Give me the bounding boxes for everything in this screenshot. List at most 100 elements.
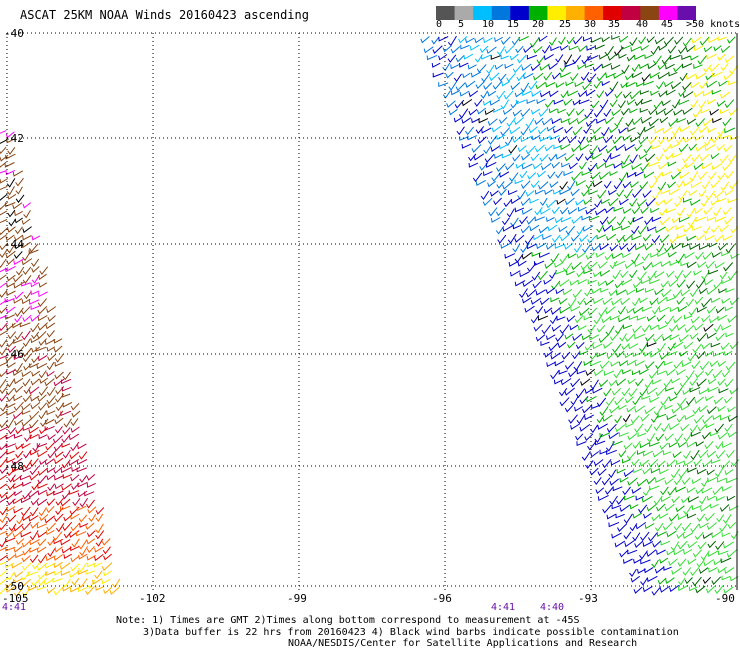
wind-barb [597,423,608,430]
wind-barb [543,350,554,358]
wind-barb [570,423,580,430]
wind-barb [509,172,519,182]
wind-barb [52,577,63,583]
wind-barb [528,126,538,134]
wind-barb [634,405,646,413]
wind-barb [531,90,542,97]
wind-barb [695,72,707,80]
wind-barb [13,507,23,514]
wind-barb [22,275,32,284]
wind-barb [715,441,724,450]
wind-barb [600,198,610,205]
wind-barb [655,108,667,116]
wind-barb [86,530,96,538]
wind-barb [638,36,647,45]
wind-barb [613,162,623,169]
wind-barb [670,377,680,384]
wind-barb [54,451,64,458]
wind-barb [663,379,672,388]
wind-barb [643,80,654,86]
wind-barb [69,506,80,516]
wind-barb [691,36,702,44]
wind-barb [69,513,80,520]
wind-barb [632,351,643,358]
wind-barb [575,199,585,206]
wind-barb [567,298,577,308]
wind-barb [625,73,635,81]
wind-barb [521,208,533,215]
wind-barb [14,419,24,426]
wind-barb [555,54,564,63]
wind-barb [560,90,569,99]
wind-barb [46,386,56,397]
wind-barb [61,392,71,398]
wind-barb [565,81,574,87]
wind-barb [450,64,460,70]
wind-barb [683,225,693,233]
wind-barb [19,322,31,328]
wind-barb [593,297,604,305]
wind-barb [15,553,24,559]
wind-barb [576,270,585,278]
wind-barb [612,440,623,446]
wind-barb [707,386,719,393]
wind-barb [713,45,722,52]
wind-barb [706,216,716,222]
wind-barb [596,224,604,233]
wind-barb [535,144,545,153]
wind-barb [46,371,55,377]
legend-label-25: 25 [559,19,572,30]
wind-barb [717,126,727,137]
wind-barb [624,396,634,404]
wind-barb [514,234,525,243]
wind-barb [450,46,461,54]
wind-barb [0,339,8,348]
wind-barb [608,379,617,387]
wind-barb [652,305,661,315]
wind-barb [689,243,701,250]
wind-barb [62,449,71,459]
wind-barb [698,100,707,109]
wind-barb [508,260,519,267]
wind-barb [625,422,634,428]
wind-barb [666,459,676,468]
wind-barb [29,507,39,517]
wind-barb [558,387,568,397]
wind-barb [6,282,16,288]
wind-barb [598,53,609,60]
wind-barb [6,369,16,375]
wind-barb [0,170,7,174]
wind-barb [489,72,500,82]
wind-barb [11,322,23,329]
wind-barb [38,410,47,420]
wind-barb [492,107,503,113]
wind-barb [0,379,7,389]
wind-barb [661,55,672,65]
wind-barb [46,306,56,314]
wind-barb [504,44,515,54]
wind-barb [621,225,631,231]
wind-barb [7,331,17,340]
wind-barb [692,576,702,587]
wind-barb [576,116,588,125]
wind-barb [618,360,628,367]
wind-barb [21,241,31,249]
wind-barb [19,475,31,481]
wind-barb [29,473,39,481]
wind-barb [14,362,23,373]
wind-barb [653,100,663,110]
wind-barb [679,125,691,133]
wind-barb [677,540,688,550]
wind-barb [30,402,41,410]
wind-barb [716,144,725,151]
wind-barb [543,279,552,285]
wind-barb [77,562,88,573]
wind-barb [545,243,555,250]
wind-barb [699,36,710,46]
wind-barb [0,210,8,216]
wind-barb [469,44,480,51]
wind-barb [44,378,55,387]
wind-barb [53,513,64,523]
wind-barb [0,355,8,359]
wind-barb [643,512,652,519]
